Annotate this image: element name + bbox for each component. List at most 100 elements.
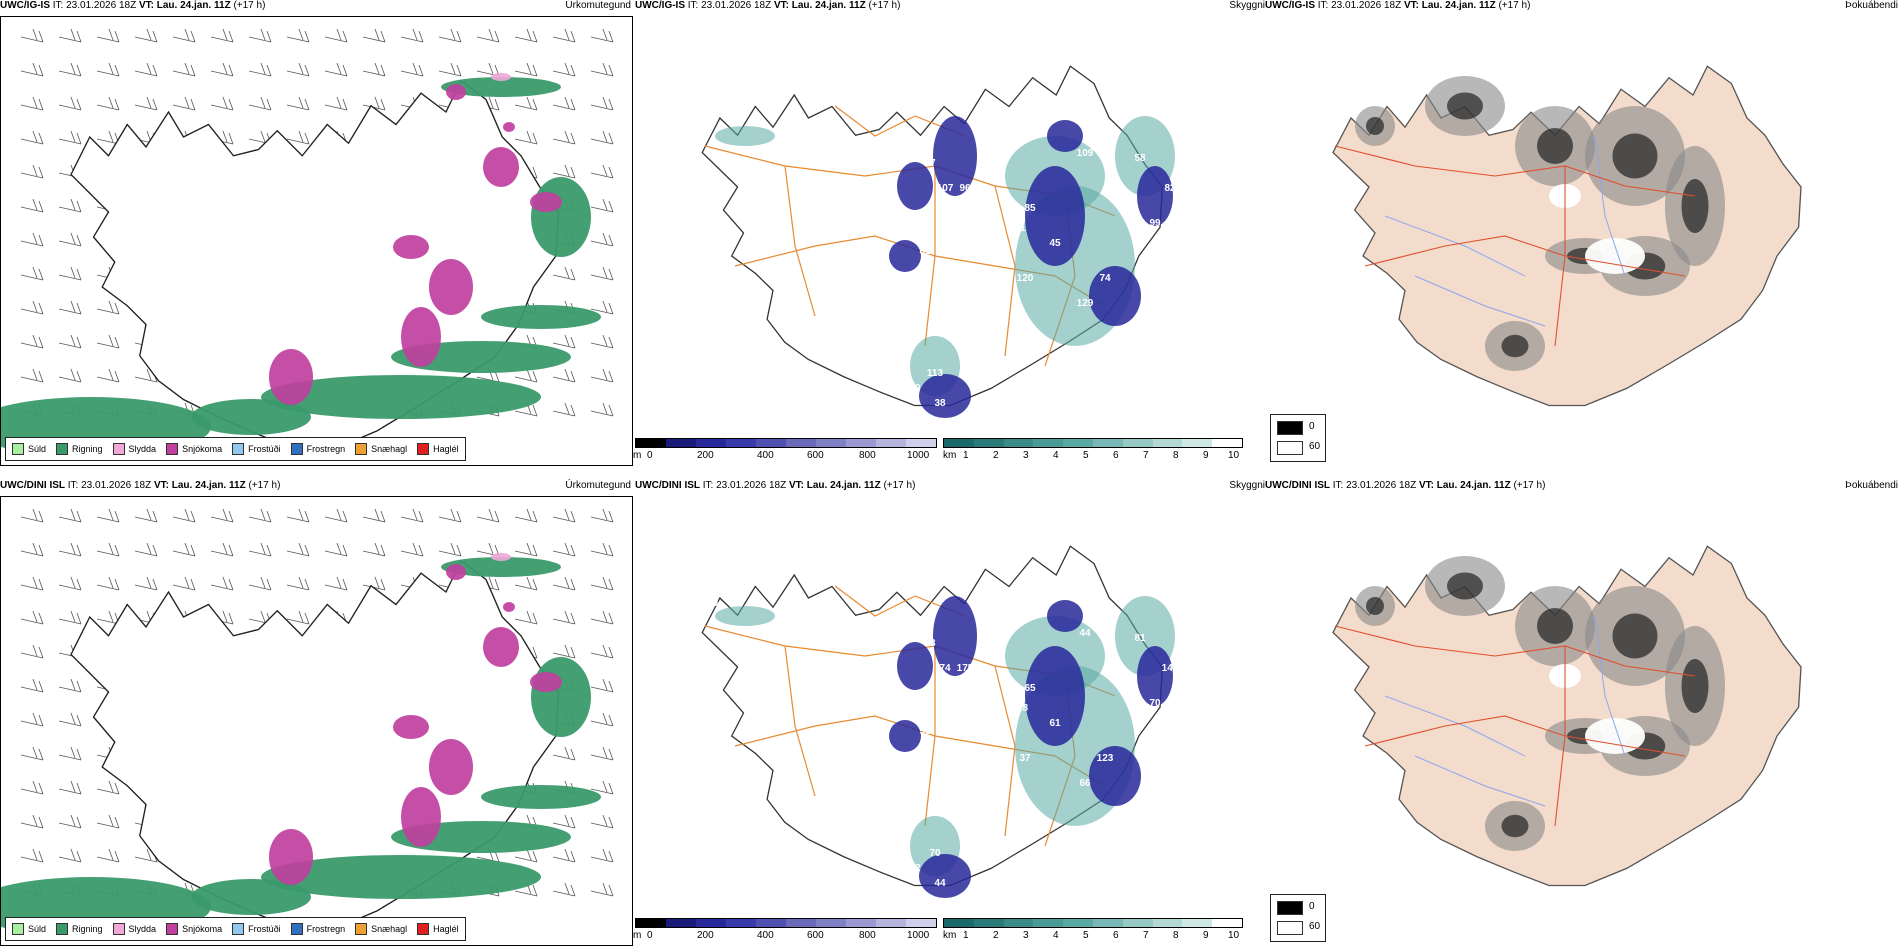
visibility-unit: km [943,930,957,941]
wind-barb [172,62,196,77]
visibility-value-label: 123 [1097,753,1114,764]
lead-time: (+17 h) [883,480,916,491]
wind-barb [20,610,44,625]
wind-barb [514,96,538,111]
legend-label: Snæhagl [371,924,408,934]
visibility-value-label: 107 [937,183,954,194]
visibility-value-label: 128 [972,203,989,214]
visibility-colorbar-bar [943,918,1243,928]
vis-tick: 1 [963,450,969,461]
legend-swatch [355,923,368,935]
wind-barb [552,882,576,897]
fog-key-swatch-60 [1277,921,1303,935]
visibility-colorbar: km 1 2 3 4 5 6 7 8 9 10 [943,438,1243,464]
wind-barb [210,508,234,523]
vis-tick: 6 [1113,450,1119,461]
wind-barb [590,232,614,247]
wind-barb [324,62,348,77]
legend-swatch [166,443,179,455]
wind-barb [514,610,538,625]
fog-key-label: 60 [1309,441,1321,452]
height-colorbar-bar [635,918,937,928]
visibility-colorbar-bar [943,438,1243,448]
wind-barb [58,678,82,693]
legend-item: Rigning [56,923,103,935]
height-tick: 1000 [907,450,930,461]
fog-map[interactable] [1265,496,1900,916]
wind-barb [58,610,82,625]
wind-barb [552,402,576,417]
wind-barb [20,712,44,727]
wind-barb [514,368,538,383]
precip-map[interactable]: Súld Rigning Slydda Snjókoma Frostúði Fr… [0,16,633,466]
wind-barb [58,28,82,43]
vis-tick: 5 [1083,450,1089,461]
model-name: UWC/DINI ISL [1265,480,1330,491]
visibility-value-label: 62 [1034,578,1046,589]
visibility-colorbar: km 1 2 3 4 5 6 7 8 9 10 [943,918,1243,944]
wind-barb [248,28,272,43]
lead-time: (+17 h) [1513,480,1546,491]
rain-area [481,785,601,809]
wind-barb [286,610,310,625]
wind-barb [286,96,310,111]
param-title: Þokuábendi [1845,0,1898,11]
wind-barb [590,198,614,213]
height-colorbar-bar [635,438,937,448]
legend-label: Frostúði [248,444,281,454]
wind-barb [552,746,576,761]
low-cloud-area [1137,646,1173,706]
wind-barb [172,96,196,111]
snow-area [530,672,562,692]
wind-barb [590,610,614,625]
fog-indicator-dark [1501,334,1529,358]
fog-indicator-dark [1681,179,1709,233]
vis-tick: 3 [1023,450,1029,461]
wind-barb [58,232,82,247]
wind-barb [96,814,120,829]
wind-barb [96,334,120,349]
vis-tick: 10 [1228,450,1240,461]
wind-barb [96,300,120,315]
fog-indicator-dark [1366,117,1384,135]
wind-barb [590,542,614,557]
visibility-value-label: 61 [1024,808,1036,819]
param-title: Þokuábendi [1845,480,1898,491]
road [924,166,936,347]
wind-barb [590,130,614,145]
legend-item: Súld [12,923,46,935]
wind-barb [552,542,576,557]
wind-barb [514,508,538,523]
rain-area [531,177,591,257]
wind-barb [96,610,120,625]
fog-map[interactable] [1265,16,1900,436]
visibility-value-label: 102 [1022,328,1039,339]
legend-label: Frostregn [306,924,346,934]
visibility-value-label: 81 [919,246,931,257]
visibility-value-label: 74 [1099,273,1111,284]
snow-area [446,84,466,100]
fog-key-swatch-0 [1277,421,1303,435]
visibility-value-label: 65 [1109,658,1121,669]
wind-barb [324,28,348,43]
wind-barb [96,96,120,111]
road-network [1334,145,1696,347]
wind-barb [248,96,272,111]
legend-swatch [417,443,430,455]
legend-label: Rigning [72,444,103,454]
wind-barb [400,542,424,557]
wind-barb [20,368,44,383]
visibility-value-label: 56 [919,726,931,737]
precip-map[interactable]: Súld Rigning Slydda Snjókoma Frostúði Fr… [0,496,633,946]
legend-label: Súld [28,444,47,454]
height-tick: 200 [697,450,714,461]
visibility-panel-bottom: UWC/DINI ISL IT: 23.01.2026 18Z VT: Lau.… [633,480,1326,946]
height-colorbar: m 0 200 400 600 800 1000 [633,918,937,944]
legend-label: Snæhagl [371,444,408,454]
rain-area [441,557,561,577]
legend-swatch [56,443,69,455]
legend-label: Haglél [433,924,459,934]
wind-barb [552,508,576,523]
